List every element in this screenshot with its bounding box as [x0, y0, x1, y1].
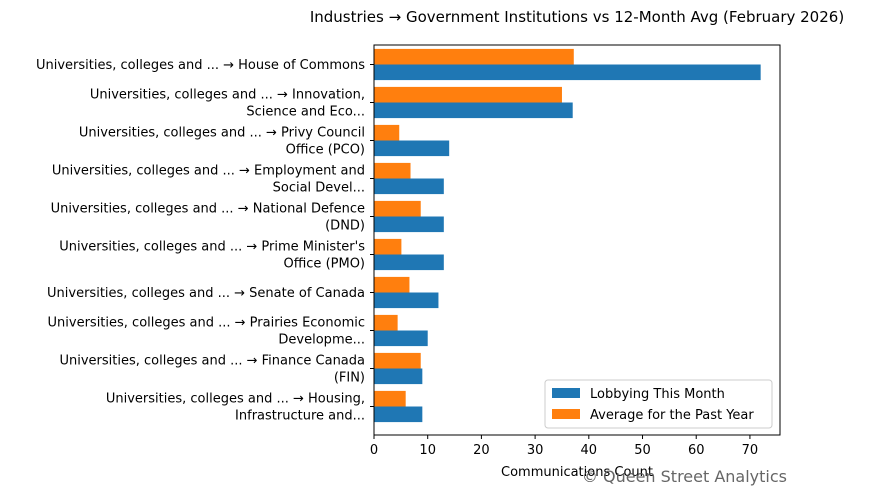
- bar-this-month-9: [374, 406, 423, 423]
- y-tick-label-0: Universities, colleges and ... → House o…: [36, 58, 365, 73]
- x-tick-label-20: 20: [473, 443, 490, 458]
- bar-this-month-5: [374, 254, 444, 271]
- bar-this-month-1: [374, 102, 573, 119]
- y-tick-label-7: Universities, colleges and ... → Prairie…: [48, 316, 365, 348]
- y-tick-label-5: Universities, colleges and ... → Prime M…: [59, 240, 365, 272]
- bar-past-year-3: [374, 162, 411, 179]
- bar-past-year-1: [374, 86, 562, 103]
- legend-frame: [544, 379, 773, 429]
- x-ticks: 0 10 20 30 40 50 60 70: [370, 435, 758, 458]
- chart-title: Industries → Government Institutions vs …: [310, 8, 844, 26]
- bar-this-month-2: [374, 140, 450, 157]
- plot-frame: [373, 44, 781, 436]
- bar-this-month-8: [374, 368, 423, 385]
- x-tick-label-10: 10: [419, 443, 436, 458]
- bar-this-month-7: [374, 330, 428, 347]
- bar-this-month-3: [374, 178, 444, 195]
- x-tick-label-70: 70: [742, 443, 759, 458]
- legend-swatch-past-year: [552, 409, 580, 419]
- y-tick-label-4: Universities, colleges and ... → Nationa…: [51, 202, 365, 234]
- bar-past-year-2: [374, 124, 400, 141]
- x-tick-label-0: 0: [370, 443, 378, 458]
- x-tick-label-50: 50: [634, 443, 651, 458]
- y-tick-label-1: Universities, colleges and ... → Innovat…: [90, 88, 365, 120]
- y-tick-label-2: Universities, colleges and ... → Privy C…: [79, 126, 365, 158]
- bar-past-year-6: [374, 276, 410, 293]
- legend-label-past-year: Average for the Past Year: [590, 408, 754, 423]
- y-tick-labels: Universities, colleges and ... → House o…: [36, 58, 374, 424]
- x-axis-label: Communications Count: [501, 465, 653, 480]
- x-tick-label-30: 30: [527, 443, 544, 458]
- bar-past-year-0: [374, 48, 574, 65]
- bar-this-month-4: [374, 216, 444, 233]
- y-tick-label-3: Universities, colleges and ... → Employm…: [52, 164, 365, 196]
- bar-this-month-6: [374, 292, 439, 309]
- x-tick-label-60: 60: [688, 443, 705, 458]
- y-tick-label-6: Universities, colleges and ... → Senate …: [47, 286, 365, 301]
- bar-past-year-8: [374, 352, 421, 369]
- bar-past-year-9: [374, 390, 406, 407]
- bar-past-year-7: [374, 314, 398, 331]
- bar-past-year-5: [374, 238, 402, 255]
- bar-this-month-0: [374, 64, 761, 81]
- legend-swatch-this-month: [552, 388, 580, 398]
- x-tick-label-40: 40: [581, 443, 598, 458]
- y-tick-label-8: Universities, colleges and ... → Finance…: [60, 354, 366, 386]
- bars-layer: [374, 48, 761, 423]
- bar-past-year-4: [374, 200, 421, 217]
- legend-label-this-month: Lobbying This Month: [590, 387, 725, 402]
- watermark: © Queen Street Analytics: [582, 467, 787, 486]
- legend: Lobbying This Month Average for the Past…: [544, 379, 773, 429]
- y-tick-label-9: Universities, colleges and ... → Housing…: [106, 392, 365, 424]
